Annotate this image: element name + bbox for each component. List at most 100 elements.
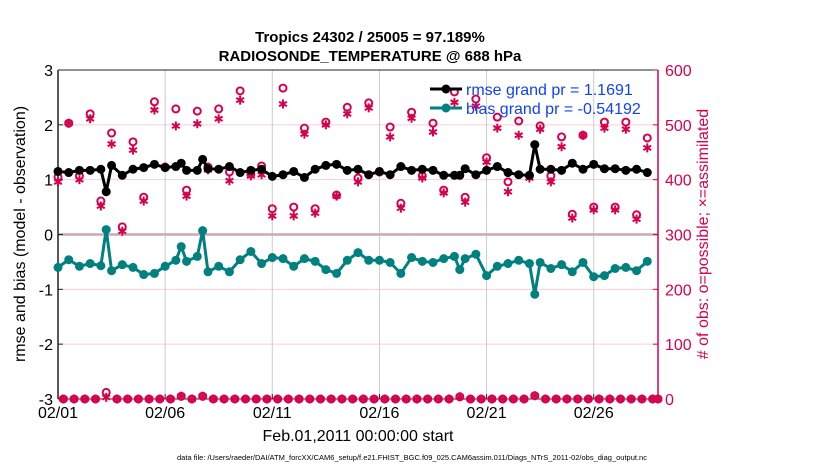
obs-assimilated-point: [492, 123, 502, 133]
star-stroke: [112, 395, 122, 403]
star-stroke: [396, 205, 406, 212]
x-tick-label: 02/06: [145, 405, 185, 422]
rmse-point: [117, 170, 127, 180]
grid: [57, 70, 658, 399]
star-stroke: [546, 178, 556, 185]
bias-point: [342, 255, 352, 265]
chart-title-line-1: Tropics 24302 / 25005 = 97.189%: [255, 29, 485, 46]
obs-possible-point: [149, 97, 159, 107]
obs-assimilated-point: [573, 394, 583, 404]
y-tick-label: 0: [44, 228, 53, 245]
legend-rmse-marker: [441, 84, 451, 94]
bias-point: [53, 262, 63, 272]
bias-point: [396, 268, 406, 278]
star-stroke: [578, 132, 588, 139]
obs-assimilated-point: [519, 394, 529, 404]
obs-assimilated-point: [412, 394, 422, 404]
obs-assimilated-point: [433, 394, 443, 404]
obs-assimilated-point: [562, 394, 572, 404]
star-stroke: [262, 395, 272, 403]
star-stroke: [616, 395, 625, 403]
x-tick-label: 02/21: [467, 405, 507, 422]
star-stroke: [637, 395, 647, 403]
star-stroke: [380, 395, 390, 403]
star-stroke: [337, 395, 347, 403]
star-stroke: [273, 395, 283, 403]
star-stroke: [423, 395, 433, 403]
obs-assimilated-point: [637, 394, 647, 404]
obs-possible-point: [289, 202, 299, 212]
obs-assimilated-point: [342, 109, 352, 119]
obs-assimilated-point: [385, 132, 395, 142]
rmse-point: [278, 170, 288, 180]
rmse-point: [267, 171, 277, 181]
bias-point: [198, 226, 208, 236]
rmse-point: [160, 163, 170, 173]
star-stroke: [391, 395, 400, 403]
obs-assimilated-point: [278, 99, 288, 109]
rmse-point: [428, 165, 438, 175]
obs-assimilated-point: [642, 143, 652, 153]
star-stroke: [428, 128, 438, 136]
obs-possible-point: [557, 132, 567, 142]
obs-assimilated-point: [321, 120, 331, 130]
y2-axis-label: # of obs: o=possible; ×=assimilated: [695, 109, 712, 359]
obs-assimilated-point: [391, 394, 400, 404]
star-stroke: [583, 395, 593, 403]
obs-assimilated-point: [616, 394, 625, 404]
obs-assimilated-point: [192, 119, 202, 129]
obs-assimilated-point: [294, 394, 304, 404]
star-stroke: [557, 143, 566, 150]
star-stroke: [235, 97, 245, 104]
star-stroke: [251, 395, 261, 403]
bias-point: [101, 225, 111, 235]
obs-assimilated-point: [58, 394, 68, 404]
rmse-point: [589, 159, 599, 169]
star-stroke: [444, 395, 454, 403]
obs-assimilated-point: [503, 187, 513, 197]
obs-assimilated-point: [621, 124, 631, 134]
bias-point: [621, 262, 631, 272]
bias-point: [385, 257, 395, 267]
star-stroke: [439, 189, 449, 196]
obs-assimilated-point: [471, 101, 481, 111]
obs-assimilated-point: [369, 394, 379, 404]
bias-point: [567, 267, 577, 277]
obs-possible-point: [428, 118, 438, 128]
bias-point: [514, 255, 524, 265]
bias-point: [214, 261, 224, 271]
obs-assimilated-point: [133, 394, 143, 404]
star-stroke: [621, 126, 631, 133]
star-stroke: [519, 395, 529, 403]
obs-assimilated-point: [444, 394, 454, 404]
rmse-point: [642, 168, 652, 178]
star-stroke: [385, 133, 395, 141]
rmse-point: [224, 162, 234, 172]
star-stroke: [600, 125, 609, 132]
star-stroke: [353, 178, 363, 185]
rmse-point: [482, 165, 492, 175]
data-marks: [53, 83, 663, 404]
star-stroke: [230, 395, 240, 403]
bias-point: [439, 254, 449, 264]
rmse-point: [96, 164, 106, 174]
bias-point: [74, 261, 84, 271]
rmse-point: [535, 164, 545, 174]
rmse-point: [74, 165, 84, 175]
obs-assimilated-point: [455, 392, 465, 402]
obs-assimilated-point: [208, 394, 218, 404]
star-stroke: [241, 395, 250, 403]
obs-assimilated-point: [225, 176, 234, 186]
bias-point: [578, 257, 588, 267]
y2-tick-label: 0: [665, 392, 674, 409]
rmse-point: [524, 170, 534, 180]
rmse-point: [192, 165, 202, 175]
x-axis-label: Feb.01,2011 00:00:00 start: [263, 428, 455, 445]
obs-assimilated-point: [85, 114, 95, 124]
obs-assimilated-point: [417, 173, 427, 183]
obs-assimilated-point: [530, 391, 540, 401]
obs-assimilated-point: [112, 394, 122, 404]
star-stroke: [482, 159, 491, 166]
rmse-point: [632, 164, 642, 174]
star-stroke: [123, 395, 133, 403]
